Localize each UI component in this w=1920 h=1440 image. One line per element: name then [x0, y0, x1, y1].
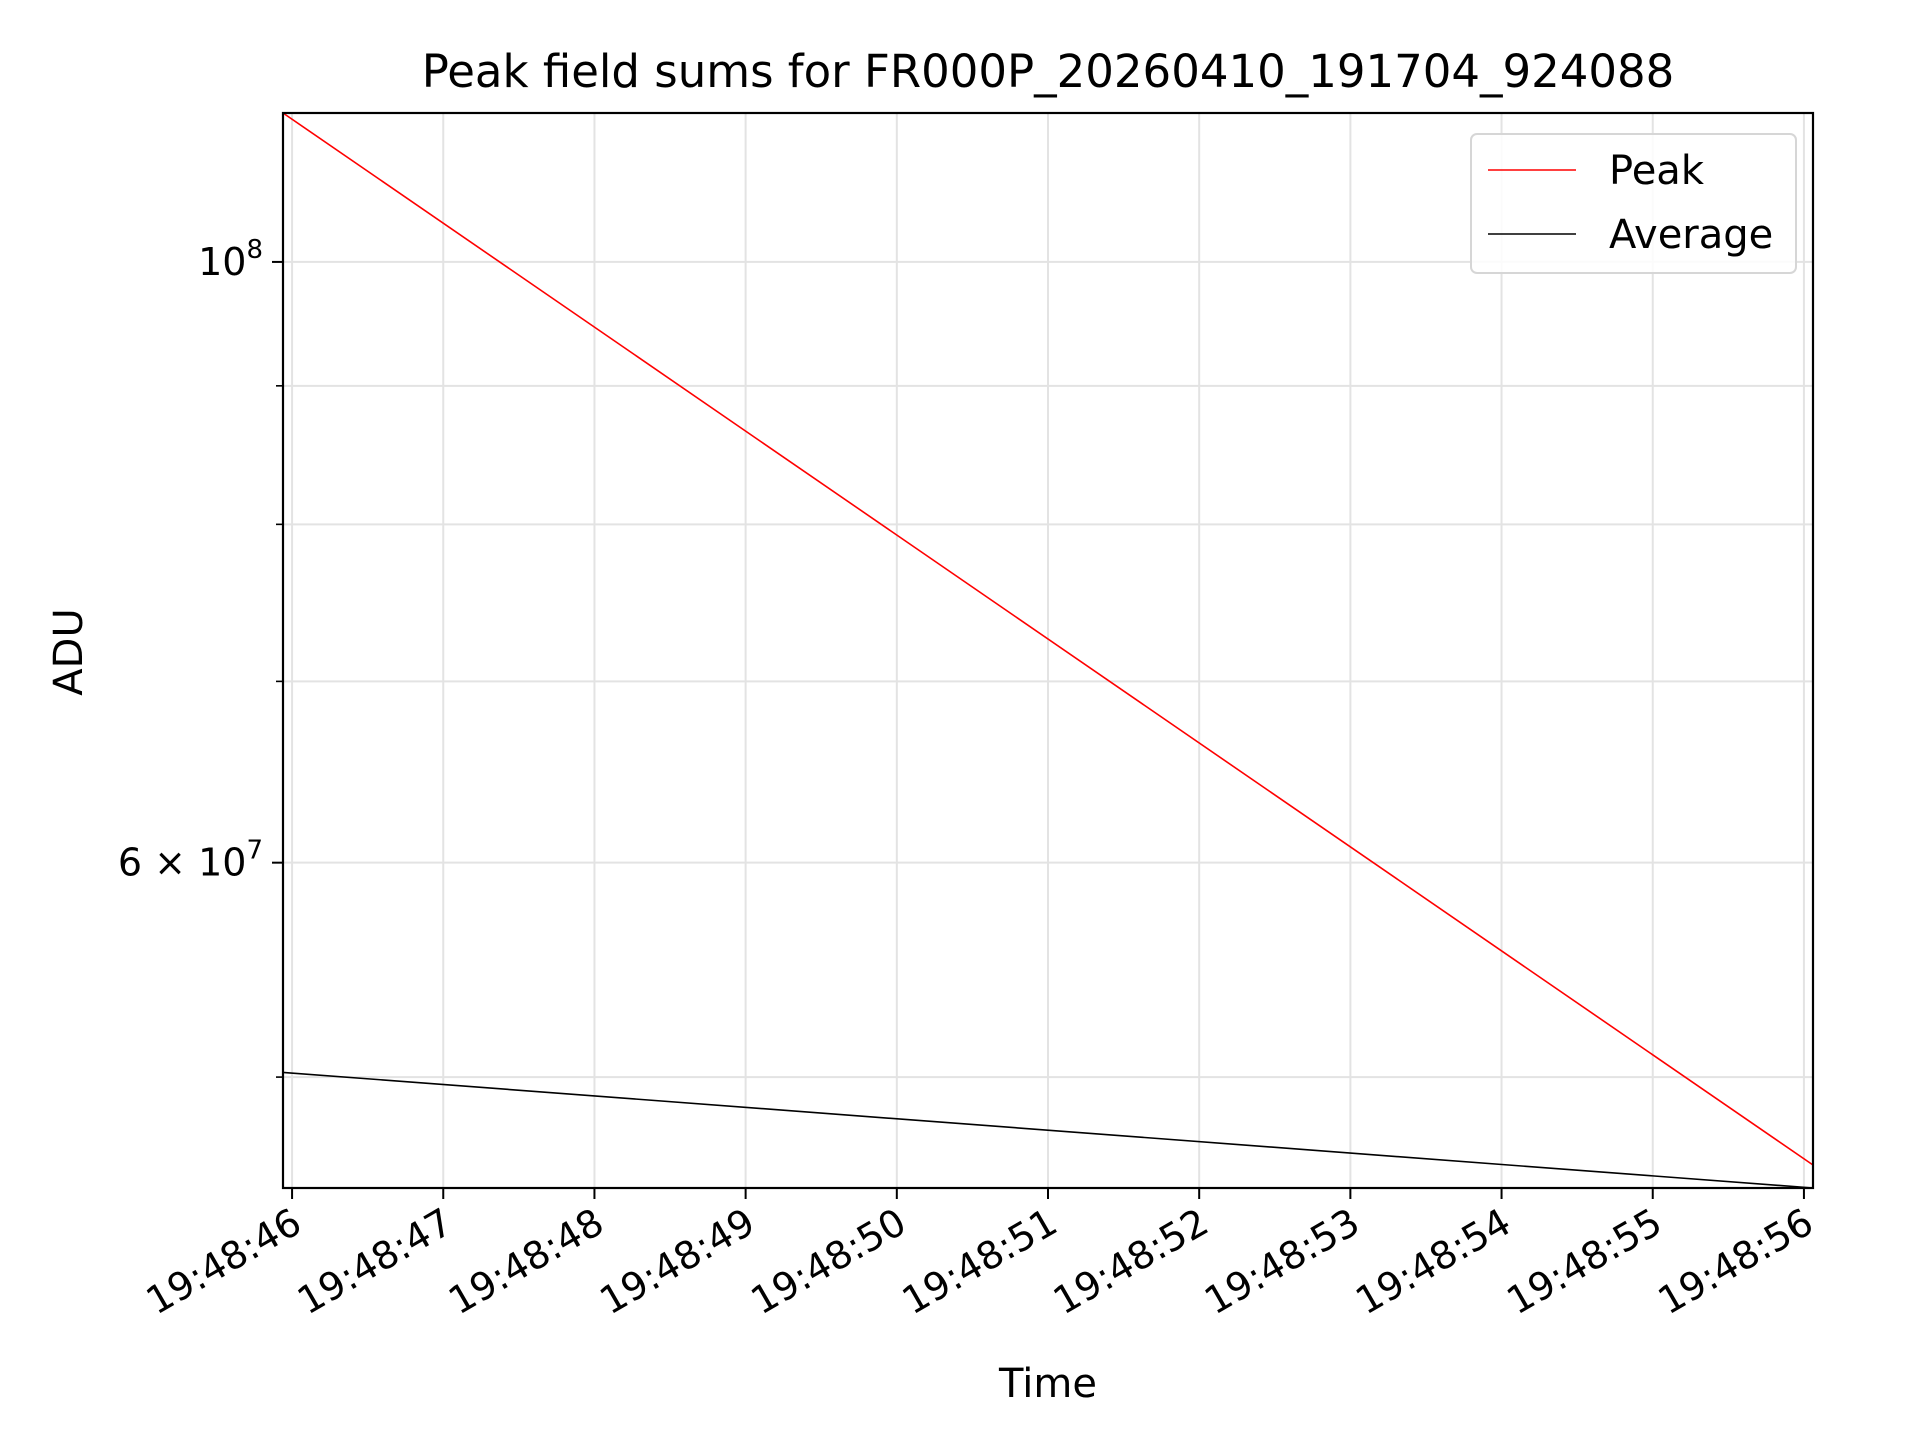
legend-label: Average: [1609, 212, 1773, 258]
series-line-peak: [282, 112, 1814, 1166]
y-tick-label: 108: [198, 235, 263, 284]
legend-label: Peak: [1609, 148, 1705, 194]
series-line-average: [282, 1071, 1814, 1189]
series-lines: [282, 112, 1814, 1189]
y-tick-label-exponent: 8: [246, 235, 263, 265]
chart-title: Peak field sums for FR000P_20260410_1917…: [422, 45, 1675, 98]
y-axis-ticks: 108 6 × 107: [118, 235, 283, 1078]
y-axis-label: ADU: [46, 608, 92, 695]
legend-box: [1470, 133, 1797, 274]
legend: Peak Average: [1470, 133, 1797, 274]
x-axis-label: Time: [998, 1361, 1097, 1407]
grid: [283, 113, 1813, 1188]
y-tick-label-exponent: 7: [246, 836, 263, 866]
y-tick-label: 6 × 107: [118, 836, 263, 885]
y-tick-label-base: 6 × 10: [118, 841, 247, 885]
y-tick-label-base: 10: [198, 240, 246, 284]
